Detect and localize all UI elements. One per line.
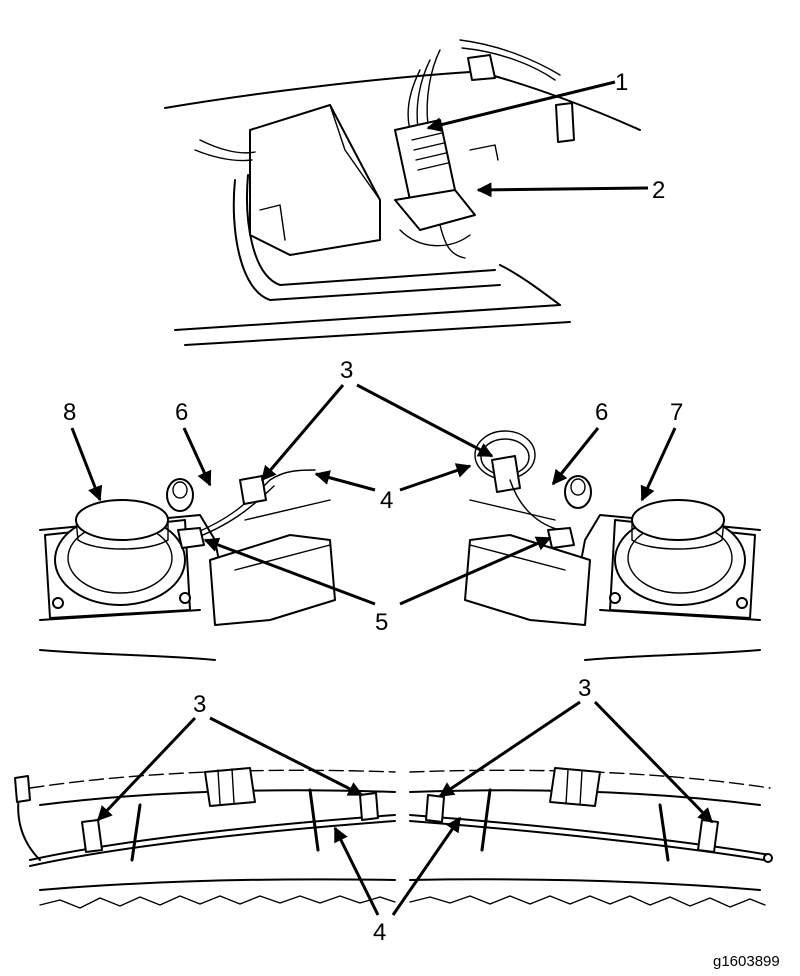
middle-panel-illustration [39,430,761,661]
top-panel-illustration [164,39,641,346]
callout-4-middle: 4 [380,487,393,514]
callout-6-right: 6 [595,399,608,426]
figure-id: g1603899 [713,953,780,970]
callout-3-middle: 3 [340,357,353,384]
callout-8: 8 [63,399,76,426]
callout-4-bottom: 4 [373,919,386,946]
callout-6-left: 6 [175,399,188,426]
callout-3-bottom-right: 3 [578,675,591,702]
callout-1: 1 [615,69,628,96]
callout-1-leader [426,80,616,133]
callout-5: 5 [375,609,388,636]
left-tweeter [166,478,194,512]
callout-2: 2 [652,177,665,204]
bottom-panel-illustration [14,767,773,909]
callout-2-leader [476,182,649,198]
right-tweeter [564,475,592,509]
callout-3-bottom-left: 3 [193,691,206,718]
callout-7: 7 [670,399,683,426]
